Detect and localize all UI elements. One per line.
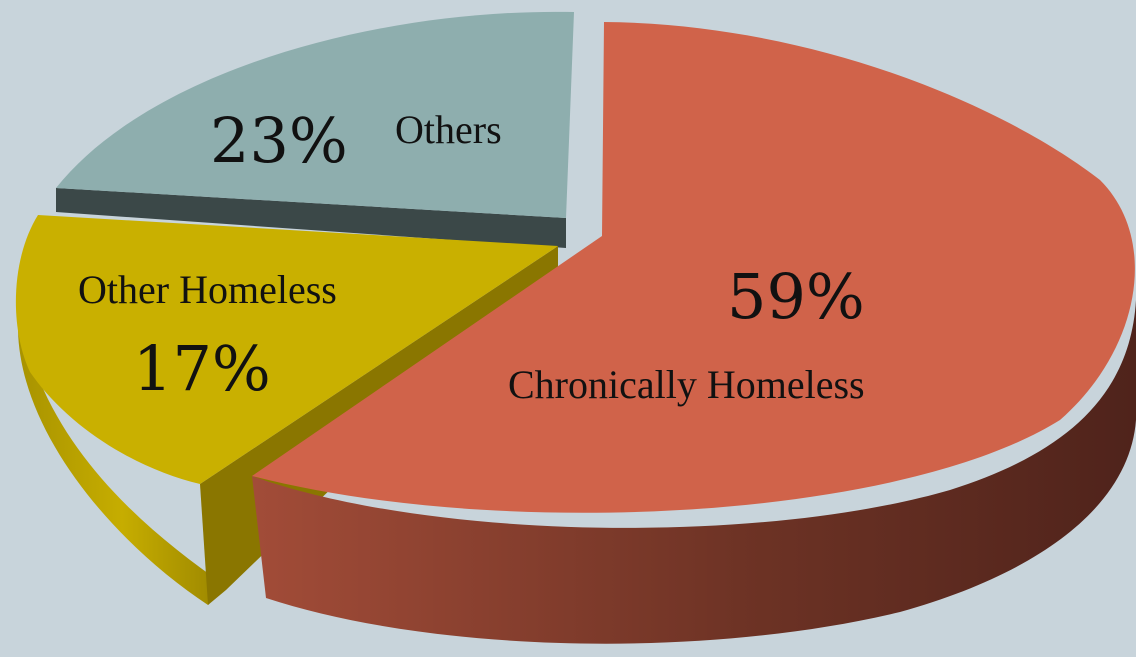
slice-other-homeless-side [18,300,226,605]
slice-label-other-homeless-value: 17% [133,332,271,405]
slice-label-others-value: 23% [210,104,348,177]
slice-label-chronically-homeless-name: Chronically Homeless [508,362,865,407]
slice-label-others-name: Others [395,107,502,152]
slice-chronically-homeless-side [252,300,1136,644]
slice-label-chronically-homeless-value: 59% [727,260,865,333]
slice-other-homeless-top [15,215,559,484]
slice-others-side [56,188,566,248]
slice-others[interactable] [56,11,574,248]
slice-chronically-homeless[interactable] [252,22,1136,644]
slice-others-top [56,11,574,219]
slice-chronically-homeless-top [252,22,1135,513]
labels: 23% Others Other Homeless 17% 59% Chroni… [78,104,865,407]
slice-label-other-homeless-name: Other Homeless [78,267,337,312]
